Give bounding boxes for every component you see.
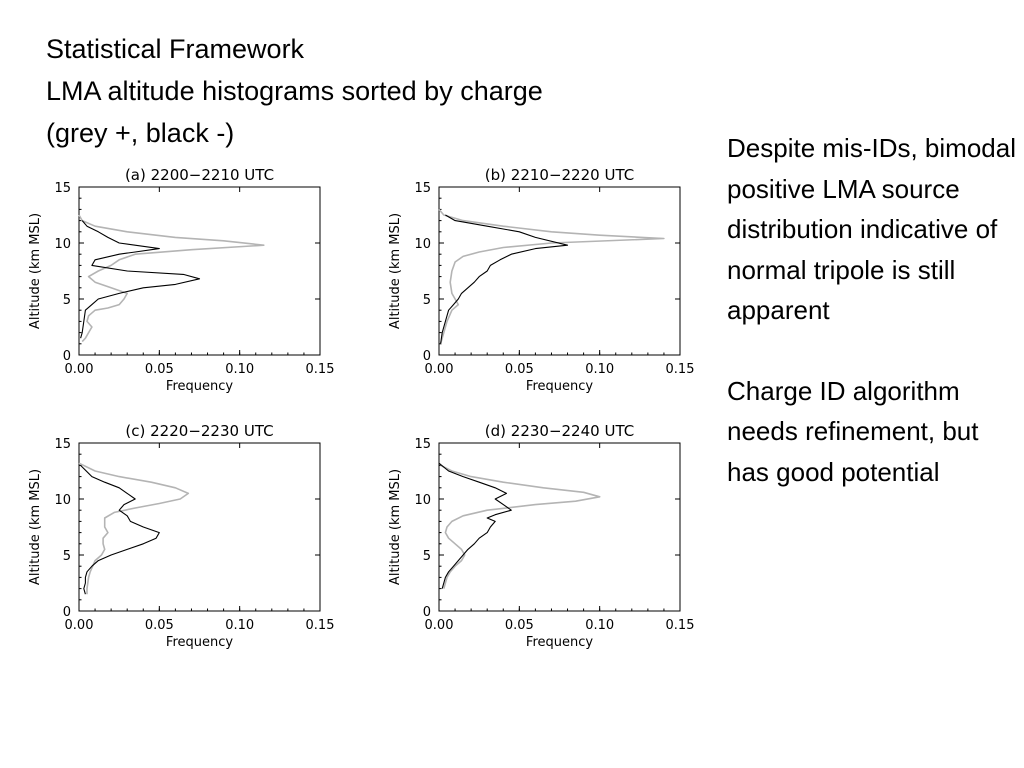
positive-series-line bbox=[438, 208, 665, 345]
negative-series-line bbox=[438, 462, 512, 589]
chart-title: (a) 2200−2210 UTC bbox=[125, 166, 274, 184]
positive-series-line bbox=[78, 462, 190, 595]
side-notes: Despite mis-IDs, bimodal positive LMA so… bbox=[727, 128, 1017, 532]
chart-title: (d) 2230−2240 UTC bbox=[485, 422, 634, 440]
x-tick-label: 0.15 bbox=[666, 362, 695, 377]
y-tick-label: 0 bbox=[63, 605, 71, 620]
y-axis-label: Altitude (km MSL) bbox=[28, 213, 43, 329]
x-axis-label: Frequency bbox=[526, 635, 593, 650]
slide-subtitle-legend: (grey +, black -) bbox=[46, 118, 235, 148]
y-tick-label: 0 bbox=[423, 605, 431, 620]
x-tick-label: 0.00 bbox=[65, 618, 94, 633]
x-tick-label: 0.00 bbox=[65, 362, 94, 377]
x-tick-label: 0.05 bbox=[145, 362, 174, 377]
negative-series-line bbox=[80, 220, 201, 339]
chart-panel-1: (b) 2210−2220 UTC 0.00 0.05 0.10 0.15 0 5 10 15 F… bbox=[388, 166, 694, 394]
plot-frame bbox=[78, 442, 321, 612]
y-tick-label: 5 bbox=[63, 549, 71, 564]
x-tick-label: 0.15 bbox=[666, 618, 695, 633]
note-refinement: Charge ID algorithm needs refinement, bu… bbox=[727, 375, 979, 487]
plot-frame bbox=[78, 186, 321, 356]
x-tick-label: 0.15 bbox=[306, 362, 335, 377]
y-tick-label: 0 bbox=[423, 349, 431, 364]
y-tick-label: 5 bbox=[63, 293, 71, 308]
y-tick-label: 10 bbox=[54, 493, 71, 508]
chart-panel-0: (a) 2200−2210 UTC 0.00 0.05 0.10 0.15 0 5 10 15 F… bbox=[28, 166, 334, 394]
chart-title: (b) 2210−2220 UTC bbox=[485, 166, 634, 184]
negative-series-line bbox=[440, 214, 569, 344]
x-axis-label: Frequency bbox=[166, 635, 233, 650]
x-tick-label: 0.00 bbox=[425, 362, 454, 377]
x-tick-label: 0.10 bbox=[225, 618, 254, 633]
y-tick-label: 15 bbox=[54, 437, 71, 452]
x-axis-label: Frequency bbox=[526, 379, 593, 394]
x-tick-label: 0.05 bbox=[505, 618, 534, 633]
slide-subtitle: LMA altitude histograms sorted by charge bbox=[46, 76, 543, 106]
x-tick-label: 0.10 bbox=[585, 618, 614, 633]
y-tick-label: 5 bbox=[423, 549, 431, 564]
x-tick-label: 0.15 bbox=[306, 618, 335, 633]
y-axis-label: Altitude (km MSL) bbox=[388, 469, 403, 585]
x-tick-label: 0.05 bbox=[145, 618, 174, 633]
x-tick-label: 0.10 bbox=[585, 362, 614, 377]
y-tick-label: 10 bbox=[54, 237, 71, 252]
y-axis-label: Altitude (km MSL) bbox=[28, 469, 43, 585]
note-tripole: Despite mis-IDs, bimodal positive LMA so… bbox=[727, 133, 1016, 325]
y-tick-label: 5 bbox=[423, 293, 431, 308]
x-tick-label: 0.00 bbox=[425, 618, 454, 633]
y-tick-label: 0 bbox=[63, 349, 71, 364]
chart-panel-3: (d) 2230−2240 UTC 0.00 0.05 0.10 0.15 0 5 10 15 F… bbox=[388, 422, 694, 650]
y-tick-label: 15 bbox=[54, 181, 71, 196]
y-axis-label: Altitude (km MSL) bbox=[388, 213, 403, 329]
x-tick-label: 0.10 bbox=[225, 362, 254, 377]
y-tick-label: 10 bbox=[414, 237, 431, 252]
chart-panel-2: (c) 2220−2230 UTC 0.00 0.05 0.10 0.15 0 5 10 15 F… bbox=[28, 422, 334, 650]
y-tick-label: 10 bbox=[414, 493, 431, 508]
slide-title: Statistical Framework bbox=[46, 34, 305, 64]
plot-frame bbox=[438, 186, 681, 356]
x-axis-label: Frequency bbox=[166, 379, 233, 394]
positive-series-line bbox=[440, 464, 601, 589]
negative-series-line bbox=[80, 465, 160, 595]
slide-title-block: Statistical Framework LMA altitude histo… bbox=[46, 28, 543, 154]
positive-series-line bbox=[78, 214, 265, 343]
chart-title: (c) 2220−2230 UTC bbox=[125, 422, 273, 440]
plot-frame bbox=[438, 442, 681, 612]
y-tick-label: 15 bbox=[414, 437, 431, 452]
y-tick-label: 15 bbox=[414, 181, 431, 196]
x-tick-label: 0.05 bbox=[505, 362, 534, 377]
